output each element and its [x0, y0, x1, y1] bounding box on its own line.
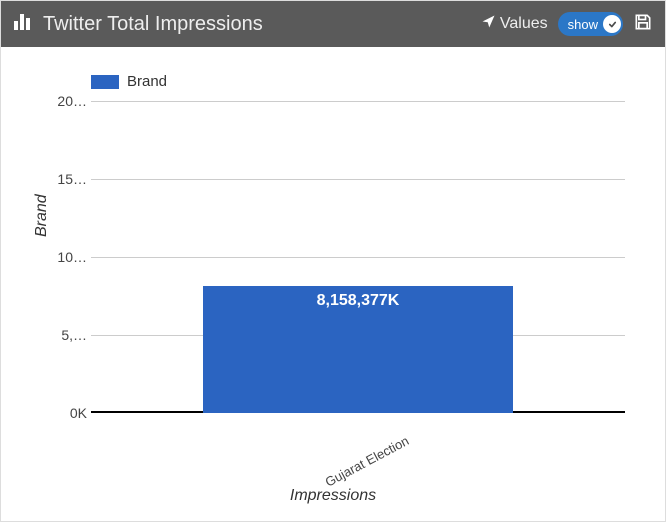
show-values-toggle[interactable]: show [558, 12, 623, 36]
header-right: Values show [481, 12, 653, 37]
x-tick-label: Gujarat Election [323, 433, 412, 490]
save-icon [633, 12, 653, 37]
bar[interactable]: 8,158,377K [203, 286, 513, 413]
y-tick-label: 20… [47, 93, 87, 109]
panel-title: Twitter Total Impressions [43, 13, 263, 36]
legend-swatch [91, 75, 119, 89]
toggle-label: show [568, 17, 598, 32]
legend: Brand [91, 73, 167, 90]
gridline [91, 179, 625, 180]
legend-label: Brand [127, 73, 167, 90]
send-icon [481, 14, 496, 34]
y-axis-title: Brand [33, 194, 51, 237]
y-tick-label: 10… [47, 249, 87, 265]
gridline [91, 101, 625, 102]
panel-header: Twitter Total Impressions Values show [1, 1, 665, 47]
header-left: Twitter Total Impressions [13, 12, 481, 37]
values-label-text: Values [500, 15, 548, 33]
gridline [91, 257, 625, 258]
bar-chart-icon [13, 12, 33, 37]
values-control[interactable]: Values [481, 14, 548, 34]
chart-panel: Twitter Total Impressions Values show [0, 0, 666, 522]
bar-value-label: 8,158,377K [203, 292, 513, 310]
x-axis-title: Impressions [290, 487, 376, 505]
save-button[interactable] [633, 12, 653, 37]
chart-body: Brand Brand 0K5,…10…15…20…8,158,377KGuja… [1, 47, 665, 521]
plot-area: 0K5,…10…15…20…8,158,377KGujarat Election [91, 101, 625, 413]
y-tick-label: 5,… [47, 327, 87, 343]
y-tick-label: 0K [47, 405, 87, 421]
y-tick-label: 15… [47, 171, 87, 187]
toggle-knob [603, 15, 621, 33]
